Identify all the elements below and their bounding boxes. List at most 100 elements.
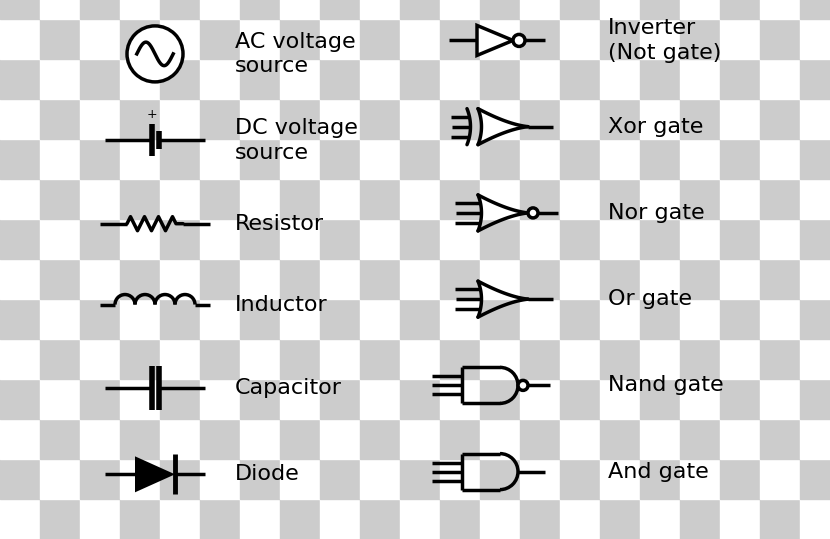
Bar xyxy=(800,0,830,19)
Bar xyxy=(720,19,760,59)
Bar xyxy=(120,339,160,379)
Bar xyxy=(200,499,240,539)
Bar xyxy=(720,219,760,259)
Bar xyxy=(640,19,680,59)
Bar xyxy=(320,459,360,499)
Bar xyxy=(360,219,400,259)
Bar xyxy=(120,459,160,499)
Bar xyxy=(400,0,440,19)
Bar xyxy=(480,219,520,259)
Bar xyxy=(360,99,400,139)
Bar xyxy=(280,0,320,19)
Bar xyxy=(160,459,200,499)
Bar xyxy=(760,139,800,179)
Bar xyxy=(240,419,280,459)
Bar xyxy=(520,179,560,219)
Bar xyxy=(0,59,40,99)
Bar xyxy=(440,0,480,19)
Bar xyxy=(280,139,320,179)
Bar xyxy=(160,339,200,379)
Bar xyxy=(600,0,640,19)
Bar xyxy=(440,139,480,179)
Bar xyxy=(440,19,480,59)
Bar xyxy=(440,219,480,259)
Bar xyxy=(520,379,560,419)
Bar xyxy=(800,459,830,499)
Bar xyxy=(40,259,80,299)
Bar xyxy=(680,299,720,339)
Bar xyxy=(760,19,800,59)
Bar xyxy=(640,139,680,179)
Bar xyxy=(320,59,360,99)
Bar xyxy=(320,259,360,299)
Bar xyxy=(520,59,560,99)
Bar xyxy=(640,219,680,259)
Bar xyxy=(160,19,200,59)
Bar xyxy=(680,59,720,99)
Text: Or gate: Or gate xyxy=(608,289,692,309)
Bar xyxy=(40,179,80,219)
Bar xyxy=(600,299,640,339)
Bar xyxy=(760,99,800,139)
Bar xyxy=(320,19,360,59)
Bar xyxy=(520,299,560,339)
Bar xyxy=(360,59,400,99)
Bar xyxy=(440,499,480,539)
Bar xyxy=(640,419,680,459)
Bar xyxy=(280,419,320,459)
Bar xyxy=(680,419,720,459)
Bar xyxy=(320,419,360,459)
Bar xyxy=(200,99,240,139)
Bar xyxy=(40,499,80,539)
Bar xyxy=(240,459,280,499)
Bar xyxy=(600,499,640,539)
Bar xyxy=(40,139,80,179)
Bar xyxy=(480,99,520,139)
Bar xyxy=(560,339,600,379)
Text: Inductor: Inductor xyxy=(235,294,328,315)
Bar xyxy=(40,419,80,459)
Text: Nand gate: Nand gate xyxy=(608,375,724,396)
Bar xyxy=(400,179,440,219)
Bar xyxy=(800,99,830,139)
Bar xyxy=(280,379,320,419)
Bar xyxy=(600,459,640,499)
Bar xyxy=(240,179,280,219)
Bar xyxy=(480,499,520,539)
Bar xyxy=(520,499,560,539)
Bar xyxy=(720,179,760,219)
Bar xyxy=(720,339,760,379)
Bar xyxy=(800,59,830,99)
Bar xyxy=(200,139,240,179)
Bar xyxy=(760,299,800,339)
Bar xyxy=(0,0,40,19)
Bar xyxy=(680,459,720,499)
Bar xyxy=(80,459,120,499)
Bar xyxy=(160,419,200,459)
Bar xyxy=(0,379,40,419)
Bar xyxy=(600,179,640,219)
Bar xyxy=(80,299,120,339)
Bar xyxy=(160,379,200,419)
Bar xyxy=(80,139,120,179)
Bar xyxy=(240,299,280,339)
Bar xyxy=(560,0,600,19)
Bar xyxy=(760,419,800,459)
Bar xyxy=(40,59,80,99)
Bar xyxy=(760,379,800,419)
Bar xyxy=(480,0,520,19)
Bar xyxy=(640,299,680,339)
Bar xyxy=(640,99,680,139)
Bar xyxy=(40,459,80,499)
Bar xyxy=(280,59,320,99)
Bar xyxy=(280,259,320,299)
Bar xyxy=(280,459,320,499)
Bar xyxy=(80,419,120,459)
Bar xyxy=(320,379,360,419)
Text: Inverter
(Not gate): Inverter (Not gate) xyxy=(608,18,721,63)
Bar xyxy=(440,99,480,139)
Bar xyxy=(720,0,760,19)
Bar xyxy=(560,99,600,139)
Bar xyxy=(600,379,640,419)
Text: +: + xyxy=(146,108,157,121)
